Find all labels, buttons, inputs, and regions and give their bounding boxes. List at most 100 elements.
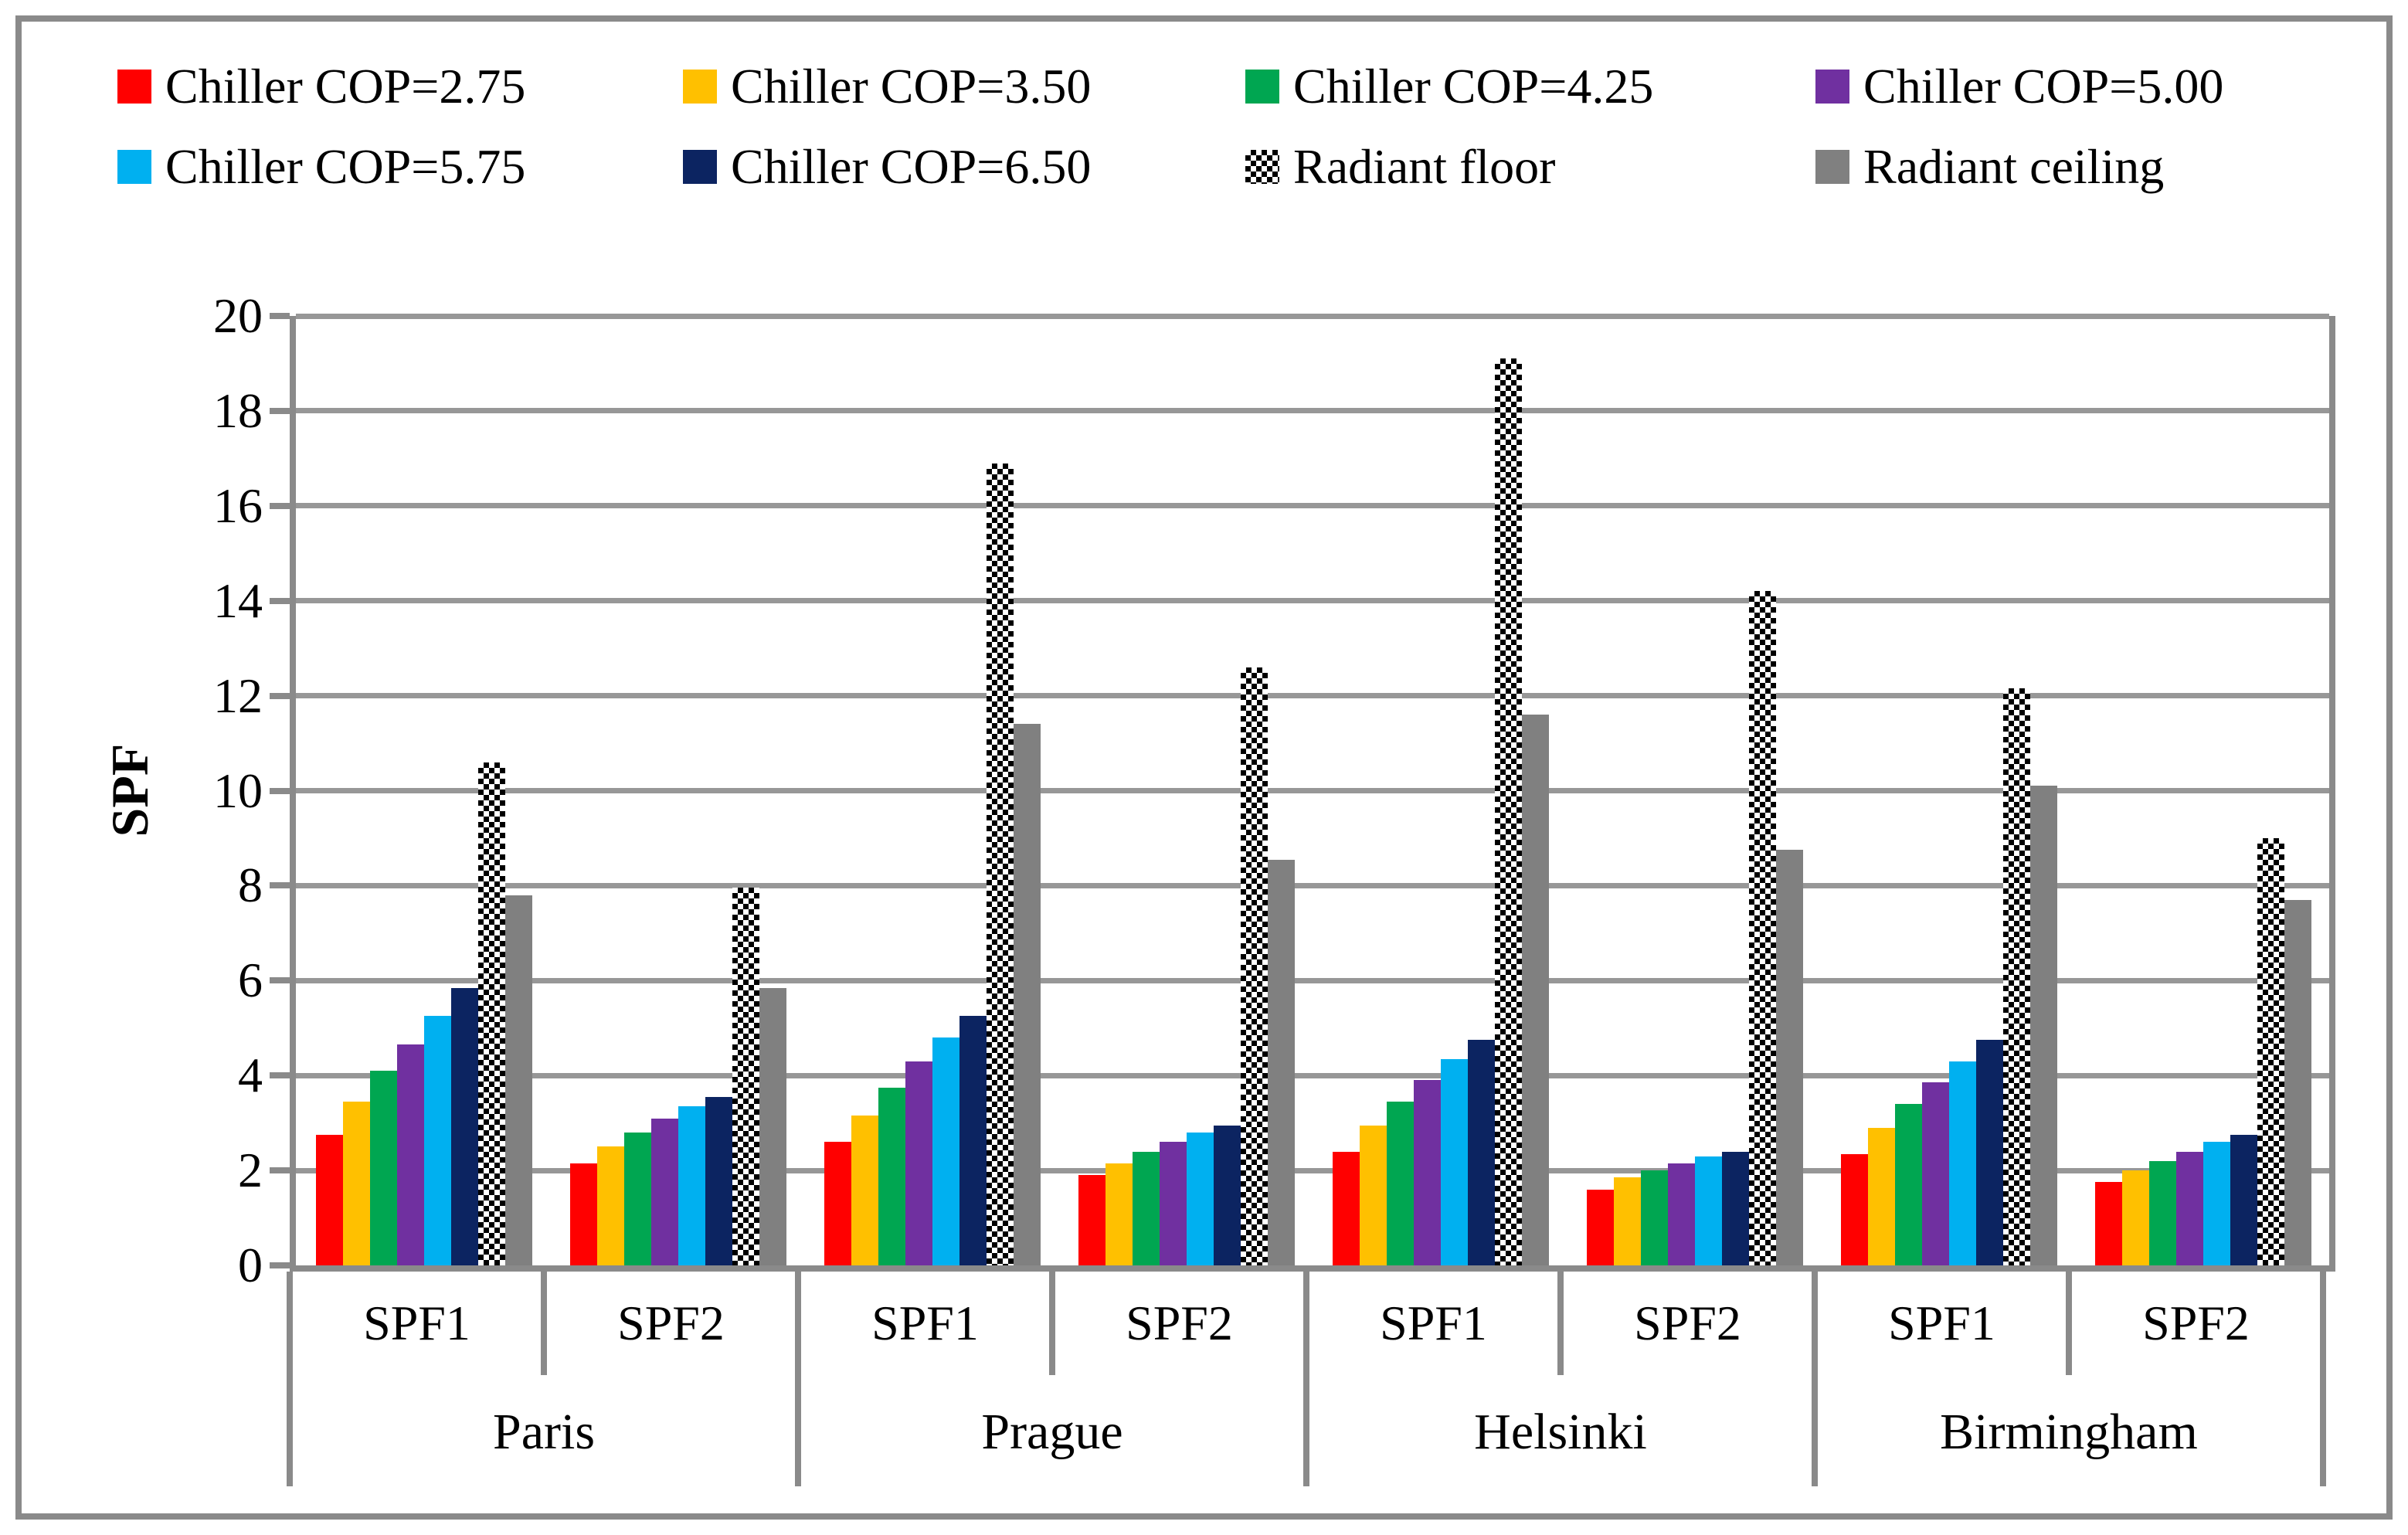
bar-chiller-cop-2-75-prague-spf1 [824,1142,851,1265]
y-tick-mark [270,1072,290,1079]
bar-chiller-cop-2-75-birmingham-spf1 [1841,1153,1868,1265]
bar-radiant-floor-helsinki-spf2 [1749,591,1776,1265]
legend-item-label: Radiant ceiling [1863,139,2165,194]
legend-swatch-icon [1815,70,1849,104]
legend-item-label: Chiller COP=4.25 [1293,59,1654,114]
legend-item-label: Chiller COP=2.75 [165,59,526,114]
bar-chiller-cop-5-75-paris-spf1 [424,1016,451,1265]
bar-radiant-floor-birmingham-spf2 [2257,837,2284,1265]
city-divider-line [795,1272,801,1486]
bar-chiller-cop-4-25-birmingham-spf2 [2149,1160,2176,1265]
bar-radiant-floor-helsinki-spf1 [1495,358,1522,1265]
spf-divider-line [2066,1272,2072,1375]
bar-chiller-cop-4-25-prague-spf1 [878,1087,905,1265]
legend-item-label: Chiller COP=3.50 [731,59,1092,114]
legend-swatch-icon [117,150,151,184]
bar-chiller-cop-5-00-paris-spf2 [651,1118,678,1265]
x-city-label: Prague [981,1404,1123,1460]
bar-radiant-ceiling-paris-spf1 [505,895,532,1265]
bar-chiller-cop-5-75-birmingham-spf2 [2203,1142,2230,1265]
gridline [296,788,2329,793]
legend-item-label: Chiller COP=5.00 [1863,59,2224,114]
bar-chiller-cop-4-25-birmingham-spf1 [1895,1104,1922,1265]
bar-chiller-cop-4-25-paris-spf2 [624,1132,651,1265]
bar-chiller-cop-3-50-helsinki-spf2 [1614,1177,1641,1265]
y-tick-label: 6 [238,953,263,1008]
legend-item: Chiller COP=5.75 [117,142,525,192]
y-tick-mark [270,597,290,604]
gridline [296,503,2329,509]
gridline [296,313,2329,319]
y-tick-label: 20 [213,288,263,343]
x-group-label: SPF1 [1888,1296,1995,1350]
y-tick-mark [270,407,290,414]
y-tick-label: 18 [213,382,263,438]
gridline [296,1167,2329,1173]
legend-item: Chiller COP=2.75 [117,59,526,114]
y-tick-label: 2 [238,1143,263,1198]
city-divider-line [1303,1272,1309,1486]
bar-chiller-cop-5-00-birmingham-spf2 [2176,1151,2203,1265]
legend-swatch-icon [1245,150,1279,184]
y-tick-label: 4 [238,1048,263,1103]
bar-chiller-cop-2-75-paris-spf2 [570,1163,597,1265]
bar-chiller-cop-6-50-paris-spf2 [705,1096,732,1265]
bar-chiller-cop-2-75-paris-spf1 [316,1135,343,1265]
bar-radiant-floor-paris-spf2 [732,888,759,1265]
bar-chiller-cop-5-75-helsinki-spf1 [1441,1058,1468,1265]
bar-chiller-cop-5-75-helsinki-spf2 [1695,1156,1722,1265]
bar-chiller-cop-5-75-birmingham-spf1 [1949,1061,1976,1265]
y-tick-mark [270,502,290,509]
legend-swatch-icon [683,70,717,104]
bar-chiller-cop-3-50-birmingham-spf2 [2122,1170,2149,1265]
gridline [296,1072,2329,1078]
bar-chiller-cop-6-50-paris-spf1 [451,987,478,1265]
bar-radiant-ceiling-prague-spf2 [1268,859,1295,1265]
bar-chiller-cop-5-00-helsinki-spf2 [1668,1163,1695,1265]
bar-chiller-cop-4-25-prague-spf2 [1133,1151,1160,1265]
bar-chiller-cop-3-50-birmingham-spf1 [1868,1127,1895,1265]
bar-chiller-cop-6-50-birmingham-spf2 [2230,1135,2257,1265]
spf-divider-line [1049,1272,1055,1375]
legend-swatch-icon [117,70,151,104]
y-tick-label: 0 [238,1238,263,1292]
spf-divider-line [541,1272,547,1375]
plot-area [270,313,2335,1272]
legend-swatch-icon [1815,150,1849,184]
bar-chiller-cop-5-75-prague-spf2 [1187,1132,1214,1265]
y-tick-label: 12 [213,667,263,723]
y-tick-label: 8 [238,857,263,913]
bar-radiant-ceiling-paris-spf2 [759,987,786,1265]
bar-chiller-cop-2-75-birmingham-spf2 [2095,1182,2122,1265]
bar-chiller-cop-3-50-helsinki-spf1 [1360,1125,1387,1265]
bar-radiant-floor-paris-spf1 [478,762,505,1265]
bar-chiller-cop-3-50-paris-spf2 [597,1146,624,1265]
legend-item: Chiller COP=3.50 [683,59,1092,114]
bar-radiant-ceiling-birmingham-spf1 [2030,786,2057,1265]
bar-chiller-cop-3-50-paris-spf1 [343,1102,370,1265]
y-tick-mark [270,1167,290,1174]
x-group-label: SPF2 [1634,1296,1741,1350]
bar-radiant-floor-birmingham-spf1 [2003,688,2030,1265]
bar-chiller-cop-6-50-birmingham-spf1 [1976,1040,2003,1265]
bar-chiller-cop-2-75-helsinki-spf2 [1587,1189,1614,1265]
bar-chiller-cop-5-00-paris-spf1 [397,1044,424,1265]
y-tick-mark [270,977,290,984]
x-group-label: SPF2 [1126,1296,1233,1350]
y-tick-mark [270,787,290,794]
spf-divider-line [1557,1272,1564,1375]
bar-chiller-cop-6-50-helsinki-spf1 [1468,1040,1495,1265]
gridline [296,693,2329,699]
bar-chiller-cop-6-50-prague-spf2 [1214,1125,1241,1265]
gridline [296,408,2329,414]
x-city-label: Paris [493,1404,595,1460]
legend-item-label: Radiant floor [1293,139,1556,194]
x-group-label: SPF1 [363,1296,470,1350]
legend-swatch-icon [683,150,717,184]
legend-item: Radiant floor [1245,142,1555,192]
y-tick-mark [270,692,290,699]
figure-border [15,15,2393,1520]
bar-chiller-cop-5-00-prague-spf2 [1160,1142,1187,1265]
y-tick-mark [270,1262,290,1268]
bar-chiller-cop-5-75-paris-spf2 [678,1106,705,1265]
